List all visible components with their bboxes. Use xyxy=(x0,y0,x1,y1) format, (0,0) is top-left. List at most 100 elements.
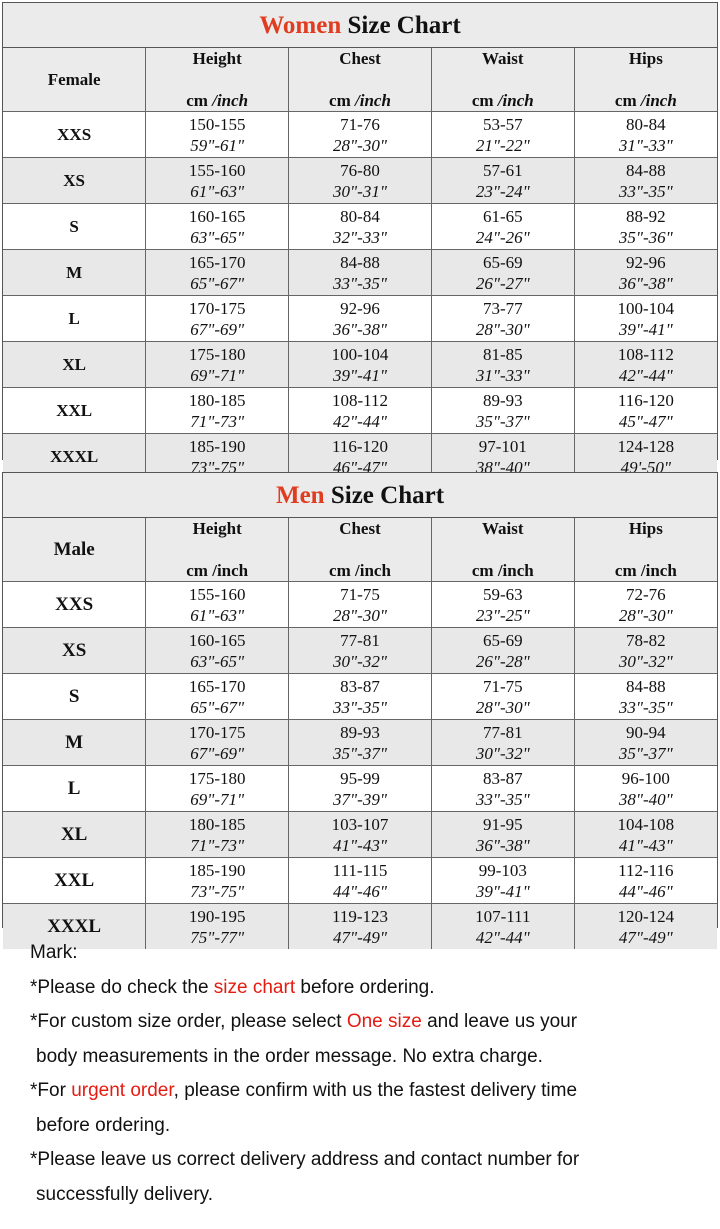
cm-value: 155-160 xyxy=(188,160,246,180)
inch-value: 23"-24" xyxy=(475,181,530,201)
table-row: XXS 150-155 59"-61" 71-76 28"-30" 53-57 21"-22… xyxy=(3,111,717,158)
measurement-cell: 83-87 33"-35" xyxy=(288,673,432,720)
measurement-cell: 91-95 36"-38" xyxy=(430,811,575,858)
measurement-cell: 90-94 35"-37" xyxy=(573,719,717,766)
note-text: *Please leave us correct delivery addres… xyxy=(30,1149,580,1170)
cm-value: 84-88 xyxy=(626,676,666,696)
measurement-cell: 175-180 69"-71" xyxy=(145,341,290,388)
cm-value: 83-87 xyxy=(340,676,380,696)
inch-value: 28"-30" xyxy=(333,605,387,625)
unit-cm: cm xyxy=(614,91,641,110)
cm-value: 116-120 xyxy=(617,390,674,410)
cm-value: 80-84 xyxy=(626,114,666,134)
column-name: Chest xyxy=(339,519,381,538)
inch-value: 37"-39" xyxy=(333,789,387,809)
inch-value: 46"-47" xyxy=(333,457,387,477)
cm-value: 96-100 xyxy=(621,768,670,788)
measurement-cell: 61-65 24"-26" xyxy=(430,203,575,250)
cm-value: 175-180 xyxy=(188,344,246,364)
table-row: L 175-180 69"-71" 95-99 37"-39" 83-87 33"-35" 9… xyxy=(3,765,717,812)
size-label: S xyxy=(3,673,147,720)
size-label: XXXL xyxy=(3,433,147,479)
column-header-chest: Chest cm /inch xyxy=(288,48,432,112)
inch-value: 33"-35" xyxy=(618,181,673,201)
note-line: *For custom size order, please select On… xyxy=(30,1005,579,1040)
measurement-cell: 97-101 38"-40" xyxy=(430,433,575,479)
measurement-cell: 71-76 28"-30" xyxy=(288,111,432,158)
measurement-cell: 89-93 35"-37" xyxy=(288,719,432,766)
note-line: *For urgent order, please confirm with u… xyxy=(30,1074,579,1109)
unit-cm: cm xyxy=(614,561,641,580)
measurement-cell: 165-170 65"-67" xyxy=(145,249,290,296)
inch-value: 59"-61" xyxy=(190,135,245,155)
unit-inch: /inch xyxy=(212,561,249,580)
measurement-cell: 80-84 31"-33" xyxy=(573,111,717,158)
inch-value: 67"-69" xyxy=(190,319,245,339)
inch-value: 36"-38" xyxy=(475,835,530,855)
cm-value: 112-116 xyxy=(618,860,674,880)
inch-value: 28"-30" xyxy=(333,135,387,155)
measurement-cell: 78-82 30"-32" xyxy=(573,627,717,674)
measurement-cell: 119-123 47"-49" xyxy=(288,903,432,949)
cm-value: 65-69 xyxy=(482,252,523,272)
column-name: Hips xyxy=(628,49,663,68)
inch-value: 30"-31" xyxy=(333,181,387,201)
cm-value: 107-111 xyxy=(475,906,531,926)
cm-value: 73-77 xyxy=(482,298,523,318)
inch-value: 45"-47" xyxy=(618,411,673,431)
cm-value: 61-65 xyxy=(482,206,523,226)
measurement-cell: 81-85 31"-33" xyxy=(430,341,575,388)
cm-value: 71-75 xyxy=(482,676,523,696)
inch-value: 42"-44" xyxy=(475,927,530,947)
cm-value: 165-170 xyxy=(188,252,246,272)
inch-value: 71"-73" xyxy=(190,411,245,431)
measurement-cell: 53-57 21"-22" xyxy=(430,111,575,158)
cm-value: 78-82 xyxy=(626,630,666,650)
cm-value: 90-94 xyxy=(626,722,666,742)
size-label: L xyxy=(3,295,147,342)
note-text: before ordering. xyxy=(36,1114,171,1136)
inch-value: 23"-25" xyxy=(475,605,530,625)
cm-value: 185-190 xyxy=(188,436,246,456)
inch-value: 39"-41" xyxy=(618,319,673,339)
inch-value: 31"-33" xyxy=(618,135,673,155)
measurement-cell: 92-96 36"-38" xyxy=(573,249,717,296)
column-name: Hips xyxy=(628,519,663,538)
measurement-cell: 84-88 33"-35" xyxy=(288,249,432,296)
measurement-cell: 77-81 30"-32" xyxy=(288,627,432,674)
cm-value: 150-155 xyxy=(188,114,246,134)
measurement-cell: 103-107 41"-43" xyxy=(288,811,432,858)
measurement-cell: 107-111 42"-44" xyxy=(430,903,575,949)
inch-value: 61"-63" xyxy=(190,605,245,625)
unit-cm: cm xyxy=(186,91,213,110)
size-column-header: Female xyxy=(3,48,147,112)
measurement-cell: 155-160 61"-63" xyxy=(145,581,290,628)
table-row: XXS 155-160 61"-63" 71-75 28"-30" 59-63 23"-25… xyxy=(3,581,717,628)
cm-value: 80-84 xyxy=(340,206,380,226)
unit-inch: /inch xyxy=(497,91,534,110)
column-name: Height xyxy=(192,49,242,68)
cm-value: 95-99 xyxy=(340,768,380,788)
cm-value: 84-88 xyxy=(340,252,380,272)
women-size-table: Female Height cm /inch Chest cm /inch Waist cm… xyxy=(3,48,717,479)
size-label: M xyxy=(3,719,147,766)
table-row: XS 160-165 63"-65" 77-81 30"-32" 65-69 26"-28"… xyxy=(3,627,717,674)
table-row: S 160-165 63"-65" 80-84 32"-33" 61-65 24"-26" 8… xyxy=(3,203,717,250)
header-row: Male Height cm /inch Chest cm /inch Waist cm /… xyxy=(3,518,717,582)
table-row: S 165-170 65"-67" 83-87 33"-35" 71-75 28"-30" 8… xyxy=(3,673,717,720)
measurement-cell: 160-165 63"-65" xyxy=(145,203,290,250)
cm-value: 89-93 xyxy=(340,722,380,742)
column-header-chest: Chest cm /inch xyxy=(288,518,432,582)
measurement-cell: 72-76 28"-30" xyxy=(573,581,717,628)
men-size-table: Male Height cm /inch Chest cm /inch Waist cm /… xyxy=(3,518,717,949)
measurement-cell: 150-155 59"-61" xyxy=(145,111,290,158)
inch-value: 73"-75" xyxy=(190,457,245,477)
inch-value: 41"-43" xyxy=(618,835,673,855)
inch-value: 35"-37" xyxy=(618,743,673,763)
inch-value: 33"-35" xyxy=(618,697,673,717)
column-header-waist: Waist cm /inch xyxy=(430,518,575,582)
inch-value: 42"-44" xyxy=(618,365,673,385)
measurement-cell: 108-112 42"-44" xyxy=(288,387,432,434)
inch-value: 63"-65" xyxy=(190,651,245,671)
unit-inch: /inch xyxy=(497,561,534,580)
